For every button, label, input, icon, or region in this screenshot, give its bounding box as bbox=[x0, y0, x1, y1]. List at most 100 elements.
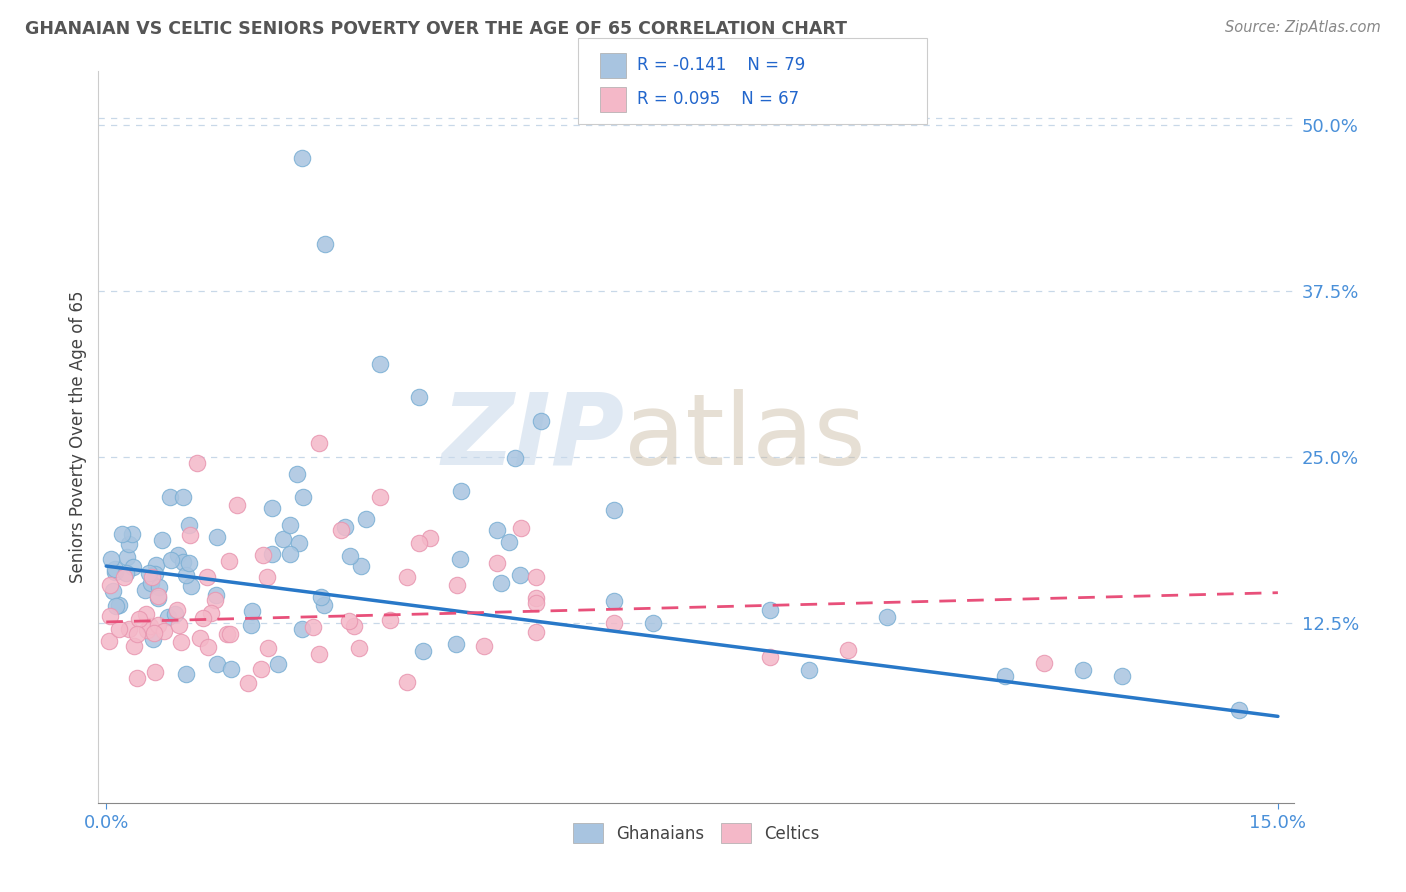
Point bbox=[260, 547, 283, 561]
Point bbox=[408, 390, 430, 404]
Point bbox=[347, 640, 370, 655]
Point bbox=[603, 503, 626, 517]
Point bbox=[104, 562, 127, 576]
Point bbox=[148, 580, 170, 594]
Point bbox=[876, 609, 898, 624]
Point bbox=[188, 631, 211, 645]
Point bbox=[114, 566, 136, 581]
Point bbox=[139, 576, 162, 591]
Point bbox=[368, 490, 391, 504]
Point bbox=[215, 627, 238, 641]
Point bbox=[446, 637, 468, 651]
Point bbox=[419, 531, 441, 545]
Point bbox=[179, 517, 201, 532]
Point bbox=[837, 643, 859, 657]
Point bbox=[167, 617, 190, 632]
Point bbox=[1071, 663, 1094, 677]
Point bbox=[280, 518, 302, 533]
Point bbox=[290, 151, 312, 165]
Point bbox=[396, 570, 419, 584]
Point bbox=[288, 536, 311, 550]
Point bbox=[337, 614, 360, 628]
Point bbox=[218, 554, 240, 568]
Point bbox=[446, 578, 468, 592]
Point bbox=[252, 548, 274, 562]
Point bbox=[141, 570, 163, 584]
Point bbox=[240, 604, 263, 618]
Point bbox=[98, 578, 121, 592]
Point bbox=[641, 616, 664, 631]
Point bbox=[308, 647, 330, 661]
Point bbox=[159, 553, 181, 567]
Point bbox=[350, 559, 373, 574]
Point bbox=[485, 523, 508, 537]
Point bbox=[117, 549, 139, 564]
Point bbox=[524, 625, 547, 640]
Point bbox=[143, 567, 166, 582]
Point bbox=[238, 675, 260, 690]
Point bbox=[314, 599, 336, 613]
Point bbox=[167, 548, 190, 562]
Point bbox=[314, 237, 336, 252]
Point bbox=[395, 675, 418, 690]
Point bbox=[292, 490, 315, 504]
Legend: Ghanaians, Celtics: Ghanaians, Celtics bbox=[565, 817, 827, 849]
Point bbox=[993, 669, 1015, 683]
Point bbox=[191, 611, 214, 625]
Point bbox=[97, 634, 120, 648]
Point bbox=[1032, 656, 1054, 670]
Point bbox=[256, 570, 278, 584]
Point bbox=[239, 618, 262, 632]
Point bbox=[271, 532, 294, 546]
Point bbox=[309, 591, 332, 605]
Point bbox=[159, 490, 181, 504]
Point bbox=[226, 499, 249, 513]
Text: R = 0.095    N = 67: R = 0.095 N = 67 bbox=[637, 90, 799, 108]
Point bbox=[125, 626, 148, 640]
Point bbox=[799, 663, 821, 677]
Point bbox=[250, 662, 273, 676]
Point bbox=[449, 552, 471, 566]
Point bbox=[412, 643, 434, 657]
Point bbox=[195, 570, 218, 584]
Text: R = -0.141    N = 79: R = -0.141 N = 79 bbox=[637, 56, 806, 74]
Point bbox=[368, 357, 391, 371]
Point bbox=[603, 616, 626, 631]
Text: ZIP: ZIP bbox=[441, 389, 624, 485]
Point bbox=[98, 609, 121, 624]
Point bbox=[524, 596, 547, 610]
Point bbox=[135, 607, 157, 621]
Point bbox=[136, 623, 159, 637]
Point bbox=[524, 570, 547, 584]
Point bbox=[148, 591, 170, 606]
Point bbox=[172, 490, 194, 504]
Point bbox=[505, 451, 527, 466]
Point bbox=[142, 632, 165, 646]
Point bbox=[146, 589, 169, 603]
Point bbox=[530, 415, 553, 429]
Point bbox=[603, 594, 626, 608]
Point bbox=[134, 583, 156, 598]
Point bbox=[1227, 703, 1250, 717]
Point bbox=[197, 640, 219, 655]
Point bbox=[186, 456, 208, 470]
Text: Source: ZipAtlas.com: Source: ZipAtlas.com bbox=[1225, 20, 1381, 35]
Point bbox=[485, 557, 508, 571]
Point bbox=[107, 622, 129, 636]
Point bbox=[408, 536, 430, 550]
Point bbox=[354, 512, 377, 526]
Point bbox=[108, 599, 131, 613]
Point bbox=[219, 626, 242, 640]
Point bbox=[146, 618, 169, 632]
Point bbox=[176, 667, 198, 681]
Point bbox=[200, 606, 222, 620]
Point bbox=[179, 528, 201, 542]
Point bbox=[163, 607, 186, 622]
Point bbox=[472, 639, 495, 653]
Point bbox=[219, 662, 242, 676]
Point bbox=[498, 534, 520, 549]
Point bbox=[122, 639, 145, 653]
Point bbox=[166, 603, 188, 617]
Point bbox=[278, 547, 301, 561]
Point bbox=[450, 483, 472, 498]
